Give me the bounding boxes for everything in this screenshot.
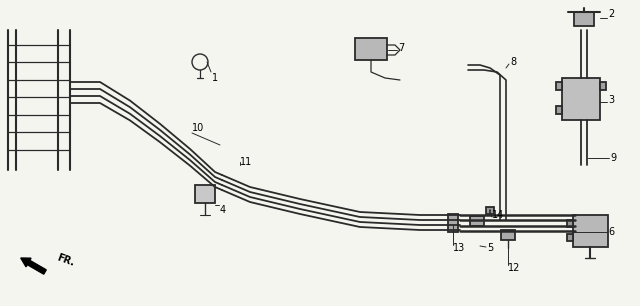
Bar [556, 82, 562, 90]
Text: 9: 9 [610, 153, 616, 163]
Bar [556, 106, 562, 114]
Bar [562, 78, 600, 120]
Bar [195, 185, 215, 203]
Text: 13: 13 [453, 243, 465, 253]
Text: 11: 11 [240, 157, 252, 167]
Bar [573, 215, 608, 247]
Text: 6: 6 [608, 227, 614, 237]
Text: FR.: FR. [55, 252, 76, 268]
Text: 2: 2 [608, 9, 614, 19]
Text: 10: 10 [192, 123, 204, 133]
Text: 12: 12 [508, 263, 520, 273]
Bar [501, 230, 515, 240]
Text: 4: 4 [220, 205, 226, 215]
Bar [567, 220, 573, 227]
Bar [574, 12, 594, 26]
Text: 3: 3 [608, 95, 614, 105]
Text: 1: 1 [212, 73, 218, 83]
Text: 7: 7 [398, 43, 404, 53]
Bar [448, 214, 458, 232]
Bar [567, 234, 573, 241]
Bar [355, 38, 387, 60]
Bar [470, 216, 484, 226]
Text: 14: 14 [492, 210, 504, 220]
Text: 5: 5 [487, 243, 493, 253]
Text: 8: 8 [510, 57, 516, 67]
Bar [486, 207, 494, 214]
FancyArrow shape [20, 258, 46, 274]
Bar [600, 82, 606, 90]
